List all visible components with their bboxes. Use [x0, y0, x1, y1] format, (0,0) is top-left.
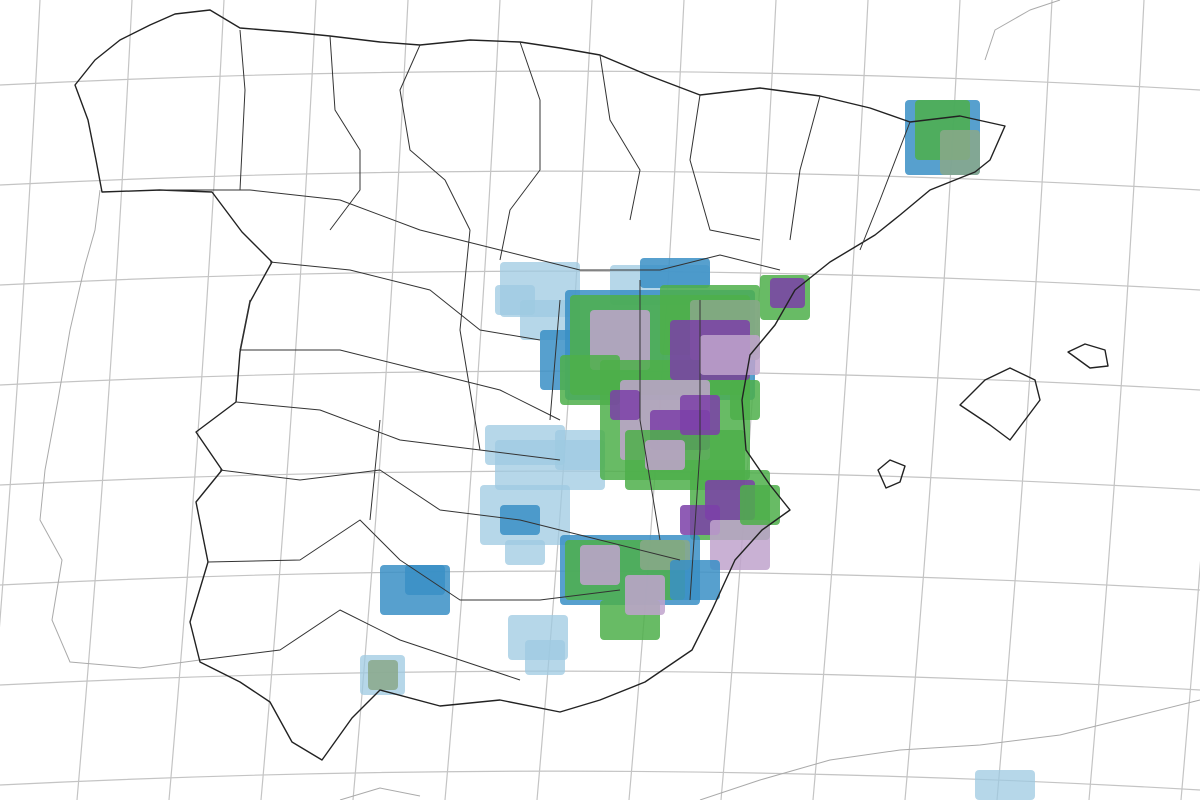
overlay-cell [700, 335, 760, 375]
meridian [0, 0, 41, 628]
rainfall-overlay [360, 100, 1035, 800]
france-coast [984, 0, 1061, 61]
overlay-cell [670, 560, 720, 600]
overlay-cell [610, 390, 640, 420]
neighbouring-coasts [39, 0, 1200, 800]
overlay-cell [525, 640, 565, 675]
overlay-cell [405, 565, 445, 595]
meridian [1180, 560, 1200, 800]
overlay-cell [730, 380, 760, 420]
meridian [812, 0, 869, 800]
province-borders [160, 29, 911, 681]
overlay-cell [625, 575, 665, 615]
meridian [76, 0, 133, 800]
ibiza [877, 459, 906, 489]
parallel [0, 670, 1200, 691]
overlay-cell [580, 545, 620, 585]
overlay-cell [645, 440, 685, 470]
portugal-border [39, 189, 201, 669]
coastlines [74, 9, 1109, 761]
overlay-cell [710, 520, 770, 570]
africa-coast [339, 699, 1200, 800]
meridian [444, 0, 501, 800]
border [239, 29, 911, 261]
overlay-cell [740, 485, 780, 525]
meridian [168, 0, 225, 800]
overlay-cell [368, 660, 398, 690]
parallel [0, 70, 1200, 91]
meridian [260, 0, 317, 800]
overlay-cell [770, 278, 805, 308]
overlay-cell [940, 130, 980, 175]
overlay-cell [640, 258, 710, 288]
parallel [0, 170, 1200, 191]
mallorca [959, 367, 1041, 441]
overlay-cell [505, 540, 545, 565]
parallel [0, 270, 1200, 291]
overlay-cell [555, 430, 605, 470]
meridian [996, 0, 1053, 800]
overlay-cell [975, 770, 1035, 800]
border [160, 189, 781, 681]
spain-outline [74, 9, 1006, 761]
menorca [1067, 343, 1109, 369]
